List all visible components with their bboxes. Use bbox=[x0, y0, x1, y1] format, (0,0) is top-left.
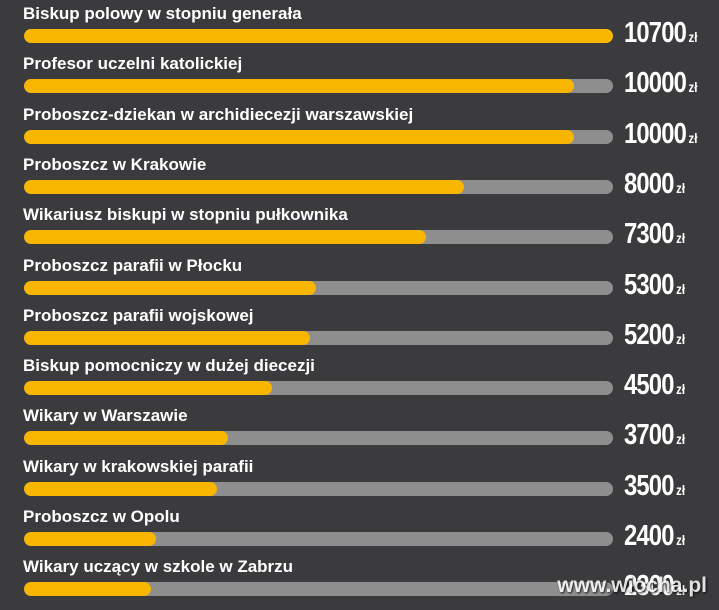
bar-value-unit: zł bbox=[676, 330, 686, 347]
bar-value-number: 10000 bbox=[624, 67, 687, 100]
bar-track bbox=[24, 29, 613, 43]
bar-value-number: 3700 bbox=[624, 419, 674, 452]
bar-category-label: Biskup polowy w stopniu generała bbox=[23, 4, 302, 23]
bar-row: Proboszcz w Krakowie 8000 zł bbox=[0, 153, 719, 203]
bar-category-label: Wikariusz biskupi w stopniu pułkownika bbox=[23, 205, 348, 225]
bar-fill bbox=[24, 230, 426, 245]
bar-track bbox=[24, 280, 613, 295]
bar-track bbox=[24, 481, 613, 496]
bar-category-label: Wikary w Warszawie bbox=[23, 406, 188, 426]
bar-row: Wikary w krakowskiej parafii 3500 zł bbox=[0, 455, 719, 505]
bar-category-label: Proboszcz parafii wojskowej bbox=[23, 305, 254, 325]
bar-value-number: 3500 bbox=[624, 469, 674, 502]
bar-fill bbox=[24, 481, 217, 496]
bar-fill bbox=[24, 129, 574, 144]
bar-value-number: 8000 bbox=[624, 167, 674, 200]
bar-fill bbox=[24, 431, 228, 446]
bar-track bbox=[24, 79, 613, 94]
bar-value-label: 5300 zł bbox=[624, 268, 685, 306]
bar-value-number: 5300 bbox=[624, 268, 674, 301]
bar-track bbox=[24, 230, 613, 245]
bar-row: Proboszcz parafii w Płocku 5300 zł bbox=[0, 254, 719, 304]
bar-track bbox=[24, 431, 613, 446]
bar-track bbox=[24, 129, 613, 144]
bar-value-unit: zł bbox=[688, 79, 698, 96]
bar-row: Proboszcz w Opolu 2400 zł bbox=[0, 505, 719, 555]
bar-fill bbox=[24, 381, 272, 396]
bar-row: Proboszcz parafii wojskowej 5200 zł bbox=[0, 304, 719, 354]
bar-category-label: Proboszcz parafii w Płocku bbox=[23, 255, 243, 275]
bar-value-unit: zł bbox=[676, 481, 686, 498]
bar-value-label: 2300 zł bbox=[624, 569, 685, 607]
bar-value-label: 7300 zł bbox=[624, 217, 685, 255]
bar-value-unit: zł bbox=[676, 280, 686, 297]
bar-value-number: 2300 bbox=[624, 570, 674, 603]
bar-value-number: 4500 bbox=[624, 369, 674, 402]
bar-row: Wikariusz biskupi w stopniu pułkownika 73… bbox=[0, 203, 719, 253]
bar-track bbox=[24, 179, 613, 194]
bar-row: Wikary uczący w szkole w Zabrzu 2300 zł bbox=[0, 555, 719, 605]
bar-fill bbox=[24, 532, 156, 546]
bar-value-number: 2400 bbox=[624, 520, 674, 552]
bar-fill bbox=[24, 330, 310, 345]
bar-category-label: Proboszcz-dziekan w archidiecezji warsza… bbox=[23, 104, 414, 124]
bar-value-unit: zł bbox=[688, 129, 698, 146]
bar-category-label: Proboszcz w Opolu bbox=[23, 507, 180, 526]
bar-fill bbox=[24, 29, 613, 43]
bar-value-unit: zł bbox=[676, 230, 686, 247]
bar-row: Profesor uczelni katolickiej 10000 zł bbox=[0, 52, 719, 102]
bar-value-unit: zł bbox=[676, 532, 686, 548]
bar-category-label: Wikary uczący w szkole w Zabrzu bbox=[23, 557, 294, 577]
bar-value-label: 10700 zł bbox=[624, 16, 697, 54]
bar-category-label: Biskup pomocniczy w dużej diecezji bbox=[23, 356, 315, 376]
bar-fill bbox=[24, 79, 574, 94]
bar-value-label: 3500 zł bbox=[624, 469, 685, 507]
bar-category-label: Wikary w krakowskiej parafii bbox=[23, 456, 254, 476]
bar-row: Biskup polowy w stopniu generała 10700 zł bbox=[0, 2, 719, 52]
bar-category-label: Proboszcz w Krakowie bbox=[23, 154, 207, 174]
bar-fill bbox=[24, 280, 316, 295]
bar-row: Proboszcz-dziekan w archidiecezji warsza… bbox=[0, 103, 719, 153]
bar-value-unit: zł bbox=[676, 431, 686, 448]
bar-fill bbox=[24, 179, 464, 194]
bar-value-number: 5200 bbox=[624, 318, 674, 351]
bar-value-number: 10700 bbox=[624, 17, 687, 49]
bar-track bbox=[24, 381, 613, 396]
bar-row: Biskup pomocniczy w dużej diecezji 4500 zł bbox=[0, 354, 719, 404]
bar-value-unit: zł bbox=[676, 179, 686, 196]
watermark: www.wiocha.pl bbox=[557, 574, 707, 597]
bar-track bbox=[24, 532, 613, 546]
bar-value-number: 7300 bbox=[624, 218, 674, 251]
bar-value-label: 5200 zł bbox=[624, 318, 685, 356]
bar-value-unit: zł bbox=[688, 29, 698, 45]
bar-value-label: 3700 zł bbox=[624, 418, 685, 456]
bar-value-label: 4500 zł bbox=[624, 368, 685, 406]
bar-fill bbox=[24, 582, 151, 597]
bar-category-label: Profesor uczelni katolickiej bbox=[23, 54, 243, 74]
bar-row: Wikary w Warszawie 3700 zł bbox=[0, 404, 719, 454]
bar-value-label: 10000 zł bbox=[624, 66, 697, 104]
bar-value-label: 10000 zł bbox=[624, 117, 697, 155]
bar-value-number: 10000 bbox=[624, 117, 687, 150]
bar-value-unit: zł bbox=[676, 582, 686, 599]
bar-value-label: 8000 zł bbox=[624, 167, 685, 205]
bar-track bbox=[24, 330, 613, 345]
bar-value-unit: zł bbox=[676, 381, 686, 398]
bar-value-label: 2400 zł bbox=[624, 519, 685, 557]
bar-track bbox=[24, 582, 613, 597]
